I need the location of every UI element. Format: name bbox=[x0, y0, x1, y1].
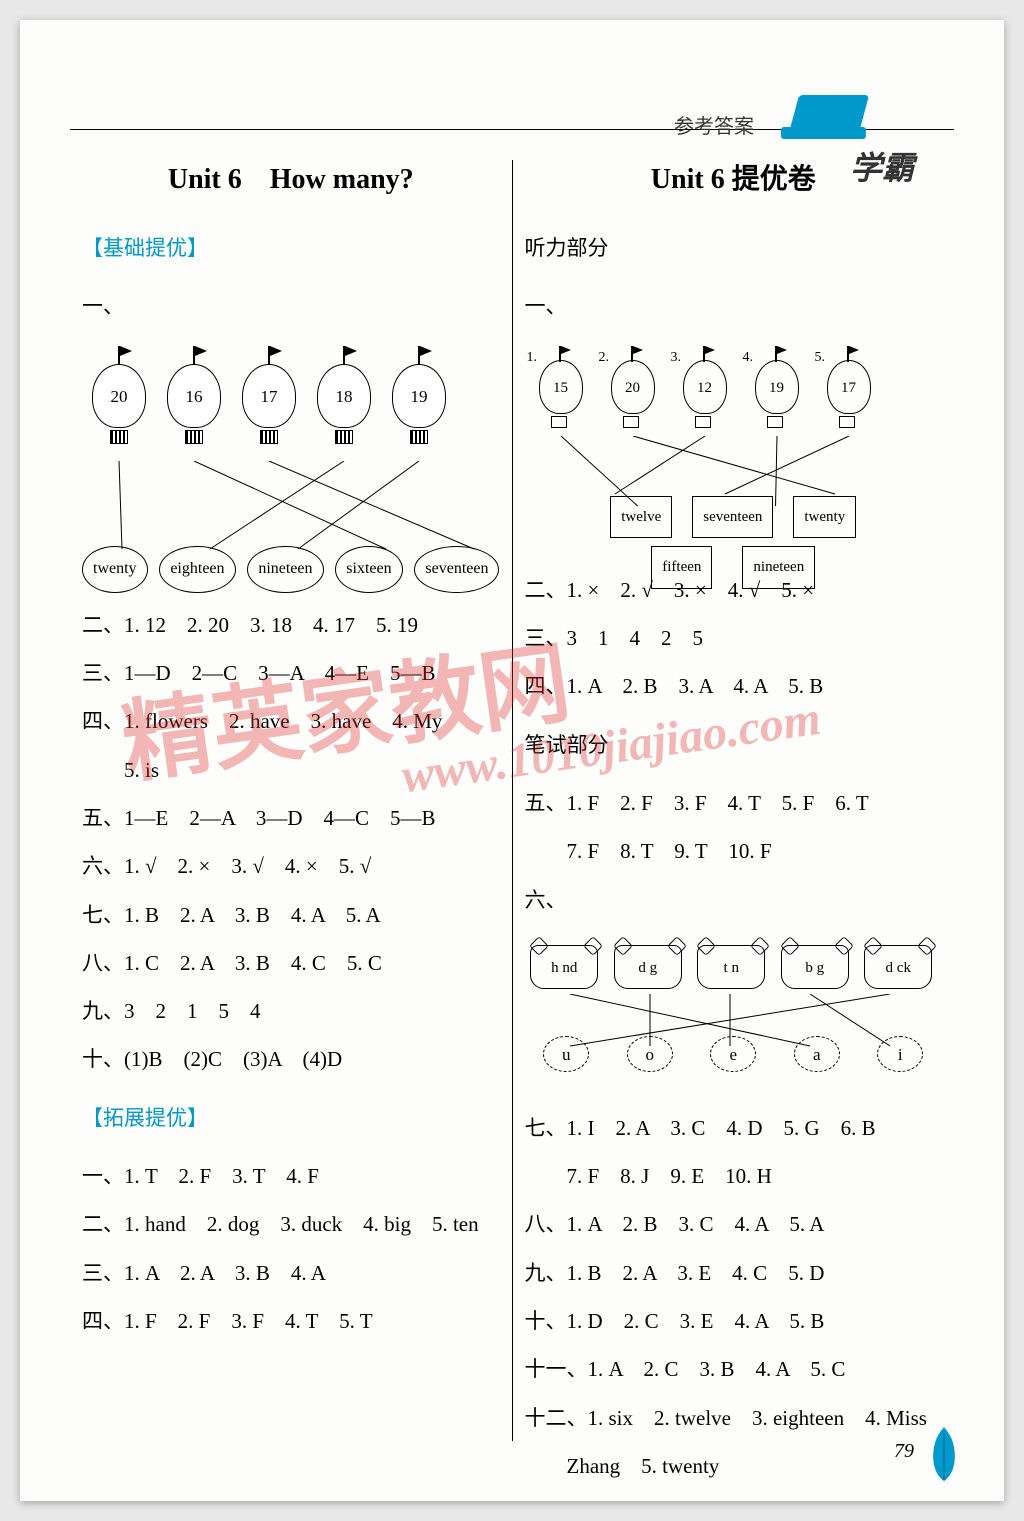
balloon-diagram-right: 1. 15 2. 20 3. 12 4. 19 5. 17 twel bbox=[525, 346, 943, 551]
columns: Unit 6 How many? 【基础提优】 一、 20 16 17 18 1… bbox=[70, 160, 954, 1441]
balloon: 20 bbox=[82, 346, 157, 466]
right-title: Unit 6 提优卷 bbox=[525, 160, 943, 199]
page-header: 参考答案 学霸 bbox=[70, 80, 954, 130]
section-basic: 【基础提优】 bbox=[82, 224, 500, 272]
answer-line: 十一、1. A 2. C 3. B 4. A 5. C bbox=[525, 1345, 943, 1393]
answer-line: 七、1. B 2. A 3. B 4. A 5. A bbox=[82, 891, 500, 939]
balloon-row-small: 1. 15 2. 20 3. 12 4. 19 5. 17 bbox=[525, 346, 943, 446]
word-box: fifteen bbox=[651, 546, 712, 589]
vowel-row: uoeai bbox=[525, 1036, 943, 1072]
feather-icon bbox=[922, 1425, 966, 1483]
balloon-small: 3. 12 bbox=[669, 346, 741, 446]
balloon: 18 bbox=[307, 346, 382, 466]
answer-line: 五、1. F 2. F 3. F 4. T 5. F 6. T bbox=[525, 779, 943, 827]
word-oval: sixteen bbox=[335, 546, 402, 593]
page-number: 79 bbox=[894, 1440, 914, 1463]
answer-line: 十、(1)B (2)C (3)A (4)D bbox=[82, 1035, 500, 1083]
vowel-oval: e bbox=[710, 1036, 756, 1072]
left-column: Unit 6 How many? 【基础提优】 一、 20 16 17 18 1… bbox=[70, 160, 513, 1441]
answer-line: 5. is bbox=[82, 746, 500, 794]
answer-line: 七、1. I 2. A 3. C 4. D 5. G 6. B bbox=[525, 1104, 943, 1152]
answer-line: 八、1. A 2. B 3. C 4. A 5. A bbox=[525, 1200, 943, 1248]
answer-line: 二、1. hand 2. dog 3. duck 4. big 5. ten bbox=[82, 1200, 500, 1248]
balloon-lines bbox=[82, 461, 500, 551]
grad-cap-icon bbox=[789, 95, 869, 133]
section-listening: 听力部分 bbox=[525, 224, 943, 272]
balloon: 16 bbox=[157, 346, 232, 466]
balloon-small: 5. 17 bbox=[813, 346, 885, 446]
tag-row: h nd d g t n b g d ck bbox=[525, 939, 943, 991]
answer-line: 三、3 1 4 2 5 bbox=[525, 614, 943, 662]
answer-line: 四、1. A 2. B 3. A 4. A 5. B bbox=[525, 662, 943, 710]
right-column: Unit 6 提优卷 听力部分 一、 1. 15 2. 20 3. 12 4. … bbox=[513, 160, 955, 1441]
answer-line: 三、1. A 2. A 3. B 4. A bbox=[82, 1249, 500, 1297]
balloon-small: 1. 15 bbox=[525, 346, 597, 446]
word-box: twelve bbox=[610, 496, 672, 539]
balloon-small: 4. 19 bbox=[741, 346, 813, 446]
q1-label: 一、 bbox=[525, 282, 943, 330]
balloon-diagram-left: 20 16 17 18 19 twentyeighteennineteensix… bbox=[82, 346, 500, 586]
answer-line: 四、1. F 2. F 3. F 4. T 5. T bbox=[82, 1297, 500, 1345]
answer-line: 四、1. flowers 2. have 3. have 4. My bbox=[82, 697, 500, 745]
word-oval: twenty bbox=[82, 546, 148, 593]
word-box: nineteen bbox=[742, 546, 815, 589]
answer-line: 五、1—E 2—A 3—D 4—C 5—B bbox=[82, 794, 500, 842]
word-oval: eighteen bbox=[159, 546, 235, 593]
balloon: 17 bbox=[232, 346, 307, 466]
answer-line: 7. F 8. T 9. T 10. F bbox=[525, 827, 943, 875]
q1-label: 一、 bbox=[82, 282, 500, 330]
answer-line: 二、1. 12 2. 20 3. 18 4. 17 5. 19 bbox=[82, 601, 500, 649]
tag: t n bbox=[697, 939, 769, 991]
answer-line: 九、3 2 1 5 4 bbox=[82, 987, 500, 1035]
word-ovals: twentyeighteen nineteen sixteen seventeen bbox=[82, 546, 500, 593]
header-label: 参考答案 bbox=[674, 110, 754, 139]
word-oval: seventeen bbox=[414, 546, 499, 593]
tag-diagram: h nd d g t n b g d ck u o e a i bbox=[525, 939, 943, 1089]
answer-line: 三、1—D 2—C 3—A 4—E 5—B bbox=[82, 649, 500, 697]
vowel-oval: u bbox=[543, 1036, 589, 1072]
balloon-small: 2. 20 bbox=[597, 346, 669, 446]
tag: d ck bbox=[864, 939, 936, 991]
balloon-row: 20 16 17 18 19 bbox=[82, 346, 500, 466]
page: 参考答案 学霸 Unit 6 How many? 【基础提优】 一、 20 16… bbox=[20, 20, 1004, 1501]
vowel-oval: o bbox=[627, 1036, 673, 1072]
answer-line: 一、1. T 2. F 3. T 4. F bbox=[82, 1152, 500, 1200]
vowel-oval: a bbox=[794, 1036, 840, 1072]
answer-line: 六、1. √ 2. × 3. √ 4. × 5. √ bbox=[82, 842, 500, 890]
word-boxes-2: fifteen nineteen bbox=[525, 546, 943, 589]
vowel-oval: i bbox=[877, 1036, 923, 1072]
word-oval: nineteen bbox=[247, 546, 323, 593]
tag: d g bbox=[614, 939, 686, 991]
balloon: 19 bbox=[382, 346, 457, 466]
section-ext: 【拓展提优】 bbox=[82, 1094, 500, 1142]
left-title: Unit 6 How many? bbox=[82, 160, 500, 199]
answer-line: 7. F 8. J 9. E 10. H bbox=[525, 1152, 943, 1200]
word-box: seventeen bbox=[692, 496, 773, 539]
word-box: twenty bbox=[793, 496, 856, 539]
answer-line: 十二、1. six 2. twelve 3. eighteen 4. Miss bbox=[525, 1394, 943, 1442]
q6-label: 六、 bbox=[525, 876, 943, 924]
answer-line: 九、1. B 2. A 3. E 4. C 5. D bbox=[525, 1249, 943, 1297]
section-written: 笔试部分 bbox=[525, 721, 943, 769]
tag: b g bbox=[781, 939, 853, 991]
answer-line: Zhang 5. twenty bbox=[525, 1442, 943, 1490]
word-boxes-1: twelve seventeen twenty bbox=[525, 496, 943, 539]
answer-line: 十、1. D 2. C 3. E 4. A 5. B bbox=[525, 1297, 943, 1345]
answer-line: 八、1. C 2. A 3. B 4. C 5. C bbox=[82, 939, 500, 987]
tag: h nd bbox=[530, 939, 602, 991]
